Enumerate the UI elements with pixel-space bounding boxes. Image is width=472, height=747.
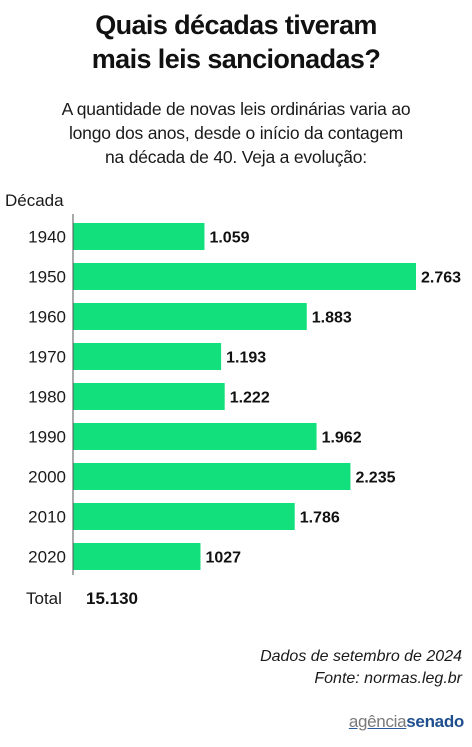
logo-part-senado: senado: [406, 712, 464, 731]
chart-title: Quais décadas tiveram mais leis sanciona…: [0, 8, 472, 76]
category-label-1970: 1970: [28, 348, 66, 367]
value-label-1990: 1.962: [322, 430, 362, 447]
source-note: Dados de setembro de 2024 Fonte: normas.…: [260, 646, 462, 690]
bar-2000: [73, 463, 351, 490]
bar-1970: [73, 343, 222, 370]
chart-subtitle: A quantidade de novas leis ordinárias va…: [12, 97, 460, 169]
category-label-2010: 2010: [28, 508, 66, 527]
source-date: Dados de setembro de 2024: [260, 648, 462, 665]
subtitle-line-2: longo dos anos, desde o início da contag…: [68, 123, 404, 143]
bar-1980: [73, 383, 225, 410]
value-label-1960: 1.883: [312, 310, 352, 327]
total-value: 15.130: [86, 589, 138, 608]
category-label-1960: 1960: [28, 308, 66, 327]
bar-1990: [73, 423, 317, 450]
value-label-2010: 1.786: [300, 510, 340, 527]
total-label: Total: [26, 589, 62, 608]
category-label-2020: 2020: [28, 548, 66, 567]
category-label-2000: 2000: [28, 468, 66, 487]
bar-1950: [73, 263, 416, 290]
category-label-1950: 1950: [28, 268, 66, 287]
logo-part-agencia: agência: [348, 712, 407, 731]
axis-label-decada: Década: [5, 191, 64, 210]
bar-2020: [73, 543, 201, 570]
agencia-senado-logo: agênciasenado: [349, 712, 464, 732]
title-line-2: mais leis sancionadas?: [91, 44, 381, 74]
subtitle-line-3: na década de 40. Veja a evolução:: [105, 147, 367, 167]
value-label-2000: 2.235: [355, 470, 395, 487]
bar-2010: [73, 503, 295, 530]
value-label-1940: 1.059: [209, 230, 249, 247]
category-label-1980: 1980: [28, 388, 66, 407]
value-label-1980: 1.222: [230, 390, 270, 407]
source-link: Fonte: normas.leg.br: [314, 670, 462, 687]
bar-1940: [73, 223, 205, 250]
category-label-1940: 1940: [28, 228, 66, 247]
subtitle-line-1: A quantidade de novas leis ordinárias va…: [61, 99, 411, 119]
bar-1960: [73, 303, 307, 330]
title-line-1: Quais décadas tiveram: [95, 10, 377, 40]
value-label-1950: 2.763: [421, 270, 461, 287]
value-label-2020: 1027: [205, 550, 241, 567]
category-label-1990: 1990: [28, 428, 66, 447]
value-label-1970: 1.193: [226, 350, 266, 367]
